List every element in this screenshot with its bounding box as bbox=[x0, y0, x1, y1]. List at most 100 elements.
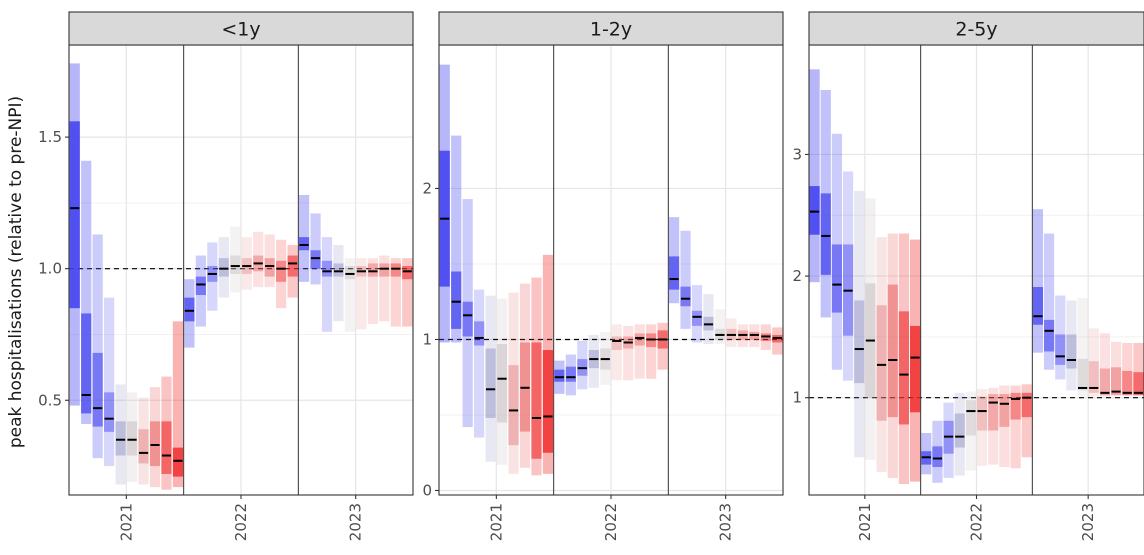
interval-29 bbox=[1122, 342, 1133, 396]
interval-6 bbox=[126, 392, 138, 482]
y-tick-label: 1 bbox=[792, 389, 802, 407]
interval-10 bbox=[172, 321, 184, 488]
interval-29 bbox=[760, 324, 771, 351]
y-tick-label: 2 bbox=[792, 267, 802, 285]
interval-16 bbox=[976, 389, 988, 466]
inner-interval-bar bbox=[988, 394, 999, 431]
panel-title: 1-2y bbox=[590, 19, 632, 41]
interval-22 bbox=[310, 213, 321, 285]
panel-strip bbox=[438, 11, 784, 46]
y-tick-label: 0.5 bbox=[38, 391, 62, 409]
interval-11 bbox=[184, 279, 195, 348]
interval-15 bbox=[600, 331, 611, 385]
inner-interval-bar bbox=[909, 325, 921, 413]
inner-interval-bar bbox=[1088, 361, 1099, 393]
x-tick-label: 2021 bbox=[856, 503, 874, 541]
outer-interval-bar bbox=[1088, 328, 1099, 397]
interval-6 bbox=[865, 198, 876, 460]
interval-4 bbox=[104, 297, 115, 467]
interval-12 bbox=[195, 255, 206, 327]
interval-6 bbox=[496, 298, 508, 465]
interval-18 bbox=[634, 324, 645, 379]
inner-interval-bar bbox=[149, 421, 161, 467]
outer-interval-bar bbox=[809, 69, 820, 283]
inner-interval-bar bbox=[195, 276, 206, 295]
y-tick-label: 3 bbox=[792, 145, 802, 163]
inner-interval-bar bbox=[161, 421, 172, 474]
inner-interval-bar bbox=[298, 237, 310, 251]
outer-interval-bar bbox=[842, 171, 854, 381]
inner-interval-bar bbox=[508, 365, 519, 446]
interval-26 bbox=[726, 318, 737, 348]
interval-8 bbox=[519, 283, 531, 468]
inner-interval-bar bbox=[680, 286, 691, 307]
panel-strip bbox=[808, 11, 1144, 46]
outer-interval-bar bbox=[390, 258, 401, 327]
inner-interval-bar bbox=[496, 343, 508, 423]
outer-interval-bar bbox=[623, 325, 634, 381]
inner-interval-bar bbox=[276, 260, 287, 282]
interval-21 bbox=[1032, 209, 1044, 353]
interval-28 bbox=[749, 324, 760, 348]
inner-interval-bar bbox=[565, 366, 576, 382]
outer-interval-bar bbox=[115, 384, 126, 485]
outer-interval-bar bbox=[1021, 384, 1032, 458]
x-tick-label: 2023 bbox=[1079, 503, 1097, 541]
outer-interval-bar bbox=[965, 391, 977, 471]
outer-interval-bar bbox=[253, 231, 264, 288]
inner-interval-bar bbox=[138, 429, 149, 464]
outer-interval-bar bbox=[379, 255, 390, 322]
inner-interval-bar bbox=[668, 256, 680, 290]
interval-26 bbox=[356, 258, 367, 330]
interval-26 bbox=[1088, 328, 1099, 397]
x-tick-label: 2022 bbox=[602, 503, 620, 541]
x-tick-label: 2021 bbox=[487, 503, 505, 541]
outer-interval-bar bbox=[367, 258, 378, 324]
inner-interval-bar bbox=[344, 266, 356, 280]
interval-30 bbox=[402, 258, 413, 327]
panel-title: <1y bbox=[221, 19, 260, 41]
interval-1 bbox=[439, 64, 450, 343]
outer-interval-bar bbox=[126, 392, 138, 482]
inner-interval-bar bbox=[831, 244, 843, 313]
outer-interval-bar bbox=[646, 324, 657, 379]
y-tick-label: 0 bbox=[422, 481, 432, 499]
outer-interval-bar bbox=[138, 397, 149, 485]
inner-interval-bar bbox=[390, 263, 401, 277]
interval-19 bbox=[1010, 385, 1021, 469]
inner-interval-bar bbox=[310, 250, 321, 269]
interval-3 bbox=[462, 199, 473, 428]
interval-5 bbox=[115, 384, 126, 485]
interval-2 bbox=[451, 135, 462, 343]
outer-interval-bar bbox=[976, 389, 988, 466]
inner-interval-bar bbox=[932, 446, 943, 468]
inner-interval-bar bbox=[379, 263, 390, 277]
inner-interval-bar bbox=[1099, 368, 1111, 396]
panel-3: 2-5y 1 2 3 2021 2022 2023 bbox=[792, 11, 1144, 541]
y-tick-label: 2 bbox=[422, 179, 432, 197]
outer-interval-bar bbox=[1122, 342, 1133, 396]
interval-18 bbox=[999, 385, 1010, 468]
inner-interval-bar bbox=[321, 260, 333, 277]
interval-10 bbox=[542, 254, 554, 474]
interval-13 bbox=[943, 402, 954, 478]
y-tick-label: 1.5 bbox=[38, 128, 62, 146]
inner-interval-bar bbox=[184, 297, 195, 322]
outer-interval-bar bbox=[344, 258, 356, 332]
outer-interval-bar bbox=[485, 295, 496, 462]
inner-interval-bar bbox=[1122, 370, 1133, 396]
interval-25 bbox=[714, 309, 726, 344]
interval-20 bbox=[287, 245, 298, 298]
inner-interval-bar bbox=[999, 394, 1010, 427]
interval-9 bbox=[531, 277, 542, 476]
outer-interval-bar bbox=[1043, 233, 1055, 370]
interval-3 bbox=[831, 133, 843, 370]
interval-22 bbox=[680, 230, 691, 329]
interval-20 bbox=[1021, 384, 1032, 458]
x-tick-label: 2022 bbox=[968, 503, 986, 541]
outer-interval-bar bbox=[356, 258, 367, 330]
inner-interval-bar bbox=[1133, 372, 1144, 396]
